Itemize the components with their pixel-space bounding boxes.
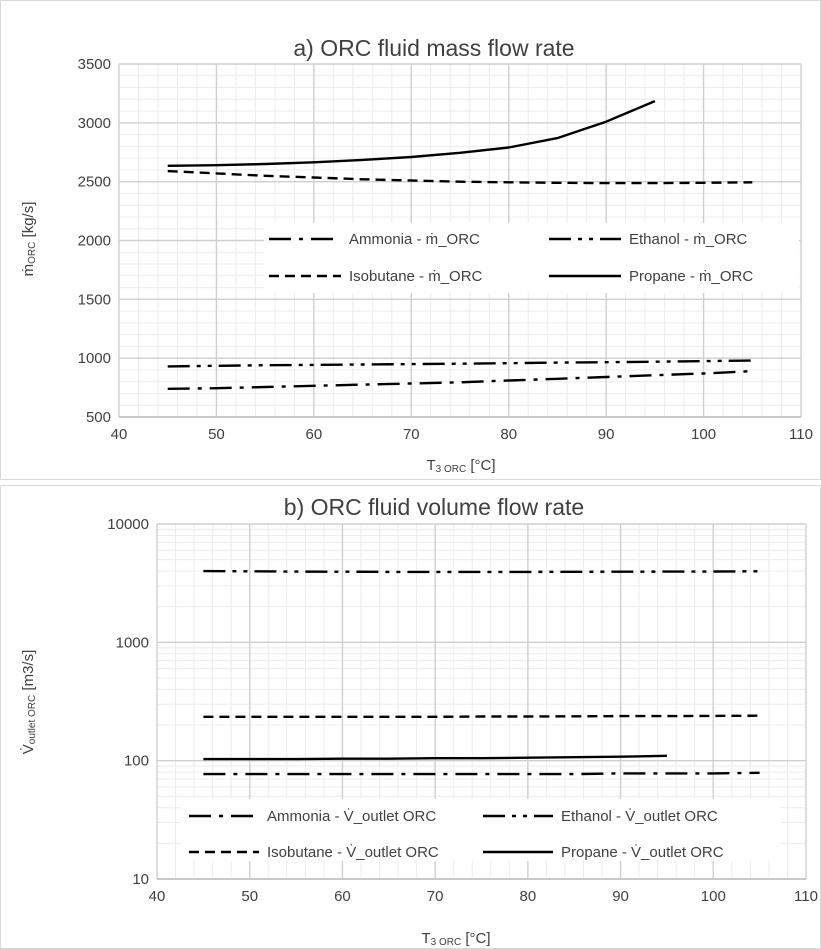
mass-flow-chart: a) ORC fluid mass flow rate 40 50 60 70 80 90… xyxy=(20,35,813,475)
axes: 40 50 60 70 80 90 100 110 500 1000 1500 2000 2500 300… xyxy=(78,56,813,443)
x-tick-label: 110 xyxy=(789,426,813,443)
legend-label: Propane - V̇_outlet ORC xyxy=(561,844,724,861)
y-tick-label: 10 xyxy=(132,871,149,888)
y-tick-label: 1500 xyxy=(78,291,111,308)
x-tick-label: 70 xyxy=(403,426,420,443)
series-line-propane xyxy=(167,99,656,167)
chart-panel-volume-flow: b) ORC fluid volume flow rate 40 50 60 70 80… xyxy=(0,485,821,949)
x-axis-label: T3 ORC [°C] xyxy=(426,457,495,475)
y-axis-label: V̇outlet ORC [m3/s] xyxy=(20,650,38,755)
chart-title: b) ORC fluid volume flow rate xyxy=(284,494,584,520)
y-tick-label: 100 xyxy=(124,753,149,770)
legend-label: Ethanol - ṁ_ORC xyxy=(629,231,748,248)
x-tick-label: 110 xyxy=(794,888,818,905)
volume-flow-chart: b) ORC fluid volume flow rate 40 50 60 70 80… xyxy=(20,494,818,948)
legend-label: Isobutane - V̇_outlet ORC xyxy=(267,844,439,861)
legend-background xyxy=(181,799,781,861)
series-line-ammonia xyxy=(167,369,753,390)
series-line-propane xyxy=(203,754,667,761)
axes: 40 50 60 70 80 90 100 110 10 100 1000 10000 xyxy=(107,516,818,905)
legend-label: Ammonia - ṁ_ORC xyxy=(349,231,480,248)
legend-label: Ethanol - V̇_outlet ORC xyxy=(561,808,718,825)
y-tick-label: 1000 xyxy=(78,350,111,367)
legend-label: Ammonia - V̇_outlet ORC xyxy=(267,808,436,825)
y-tick-label: 2000 xyxy=(78,233,111,250)
x-tick-label: 90 xyxy=(598,426,615,443)
x-tick-label: 90 xyxy=(612,888,629,905)
x-tick-label: 40 xyxy=(149,888,166,905)
series-line-isobutane xyxy=(167,169,753,185)
legend: Ammonia - ṁ_ORC Ethanol - ṁ_ORC Isobutane … xyxy=(264,223,799,293)
chart-panel-mass-flow: a) ORC fluid mass flow rate 40 50 60 70 80 90… xyxy=(0,0,821,480)
legend: Ammonia - V̇_outlet ORC Ethanol - V̇_outl… xyxy=(181,799,781,861)
y-tick-label: 500 xyxy=(86,409,111,426)
series-line-isobutane xyxy=(203,714,760,719)
legend-label: Propane - ṁ_ORC xyxy=(629,268,753,285)
x-tick-label: 70 xyxy=(427,888,444,905)
x-tick-label: 80 xyxy=(520,888,537,905)
x-tick-label: 100 xyxy=(701,888,726,905)
legend-background xyxy=(264,223,799,293)
chart-title: a) ORC fluid mass flow rate xyxy=(293,35,574,61)
series-layer xyxy=(167,99,753,390)
x-axis-label: T3 ORC [°C] xyxy=(421,930,490,948)
y-tick-label: 1000 xyxy=(116,634,149,651)
x-tick-label: 60 xyxy=(334,888,351,905)
legend-label: Isobutane - ṁ_ORC xyxy=(349,268,483,285)
x-tick-label: 50 xyxy=(208,426,225,443)
series-layer xyxy=(203,569,760,776)
series-line-ammonia xyxy=(203,771,760,776)
y-tick-label: 3500 xyxy=(78,56,111,73)
x-tick-label: 60 xyxy=(306,426,323,443)
x-tick-label: 100 xyxy=(691,426,716,443)
y-tick-label: 2500 xyxy=(78,174,111,191)
x-tick-label: 50 xyxy=(241,888,258,905)
y-tick-label: 3000 xyxy=(78,115,111,132)
x-tick-label: 40 xyxy=(111,426,128,443)
y-axis-label: ṁORC [kg/s] xyxy=(20,202,38,277)
series-line-ethanol xyxy=(203,569,760,574)
y-tick-label: 10000 xyxy=(107,516,149,533)
x-tick-label: 80 xyxy=(500,426,517,443)
